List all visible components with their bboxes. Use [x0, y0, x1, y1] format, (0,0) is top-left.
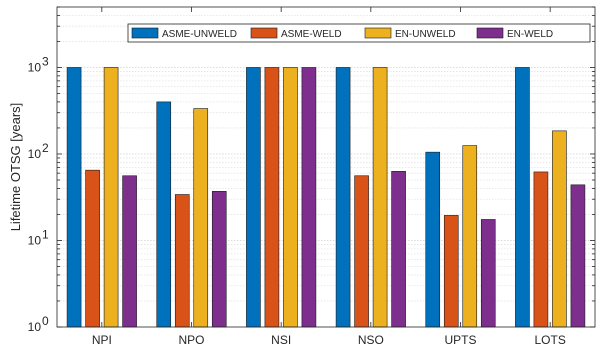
legend-swatch-asme-unweld — [131, 27, 159, 39]
bar-asme-weld-nso — [354, 175, 369, 328]
bar-en-unweld-lots — [552, 130, 567, 328]
bar-en-weld-npo — [211, 191, 227, 328]
bar-en-weld-upts — [480, 219, 496, 328]
axis-ticks — [57, 6, 595, 328]
legend-label-en-unweld: EN-UNWELD — [395, 29, 456, 40]
bar-asme-weld-npo — [174, 194, 190, 328]
y-tick-label: 10 — [28, 60, 42, 74]
bar-asme-unweld-nsi — [246, 67, 261, 328]
bar-asme-unweld-upts — [425, 151, 441, 328]
bar-en-weld-lots — [570, 184, 586, 328]
x-tick-labels: NPI NPO NSI NSO UPTS LOTS — [92, 333, 566, 347]
bar-en-unweld-nsi — [283, 67, 298, 328]
x-tick-label: NSI — [271, 333, 291, 347]
bars — [66, 67, 586, 328]
bar-asme-weld-upts — [443, 215, 459, 328]
legend: ASME-UNWELD ASME-WELD EN-UNWELD EN-WELD — [127, 23, 591, 43]
y-tick-exponent: 0 — [42, 314, 49, 328]
bar-en-unweld-nso — [372, 67, 388, 328]
x-tick-label: NPO — [178, 333, 204, 347]
bar-asme-unweld-nso — [335, 67, 351, 328]
x-tick-label: NSO — [358, 333, 384, 347]
legend-swatch-en-weld — [476, 27, 504, 39]
bar-asme-weld-lots — [533, 171, 549, 328]
y-tick-label: 10 — [28, 233, 42, 247]
y-tick-label: 10 — [28, 320, 42, 334]
bar-asme-weld-npi — [85, 169, 100, 328]
grid-lines — [57, 14, 595, 302]
bar-asme-unweld-npo — [156, 101, 172, 328]
x-tick-label: UPTS — [444, 333, 476, 347]
y-tick-label: 10 — [28, 147, 42, 161]
bar-en-unweld-npi — [103, 67, 119, 328]
x-tick-label: LOTS — [534, 333, 565, 347]
bar-en-weld-nso — [391, 171, 406, 328]
bar-en-unweld-npo — [193, 108, 209, 328]
y-axis-label: Lifetime OTSG [years] — [8, 103, 23, 232]
bar-en-unweld-upts — [462, 145, 478, 328]
bar-en-weld-nsi — [301, 67, 317, 328]
legend-swatch-en-unweld — [364, 27, 392, 39]
x-tick-label: NPI — [92, 333, 112, 347]
legend-label-en-weld: EN-WELD — [507, 29, 553, 40]
bar-asme-unweld-npi — [66, 67, 82, 328]
legend-box — [127, 23, 591, 43]
bar-asme-weld-nsi — [264, 67, 280, 328]
y-tick-exponent: 1 — [42, 227, 49, 241]
y-tick-exponent: 3 — [42, 54, 49, 68]
bar-asme-unweld-lots — [515, 67, 530, 328]
legend-swatch-asme-weld — [250, 27, 278, 39]
legend-label-asme-unweld: ASME-UNWELD — [162, 29, 237, 40]
bar-en-weld-npi — [122, 175, 137, 328]
legend-label-asme-weld: ASME-WELD — [281, 29, 342, 40]
y-tick-exponent: 2 — [42, 141, 49, 155]
